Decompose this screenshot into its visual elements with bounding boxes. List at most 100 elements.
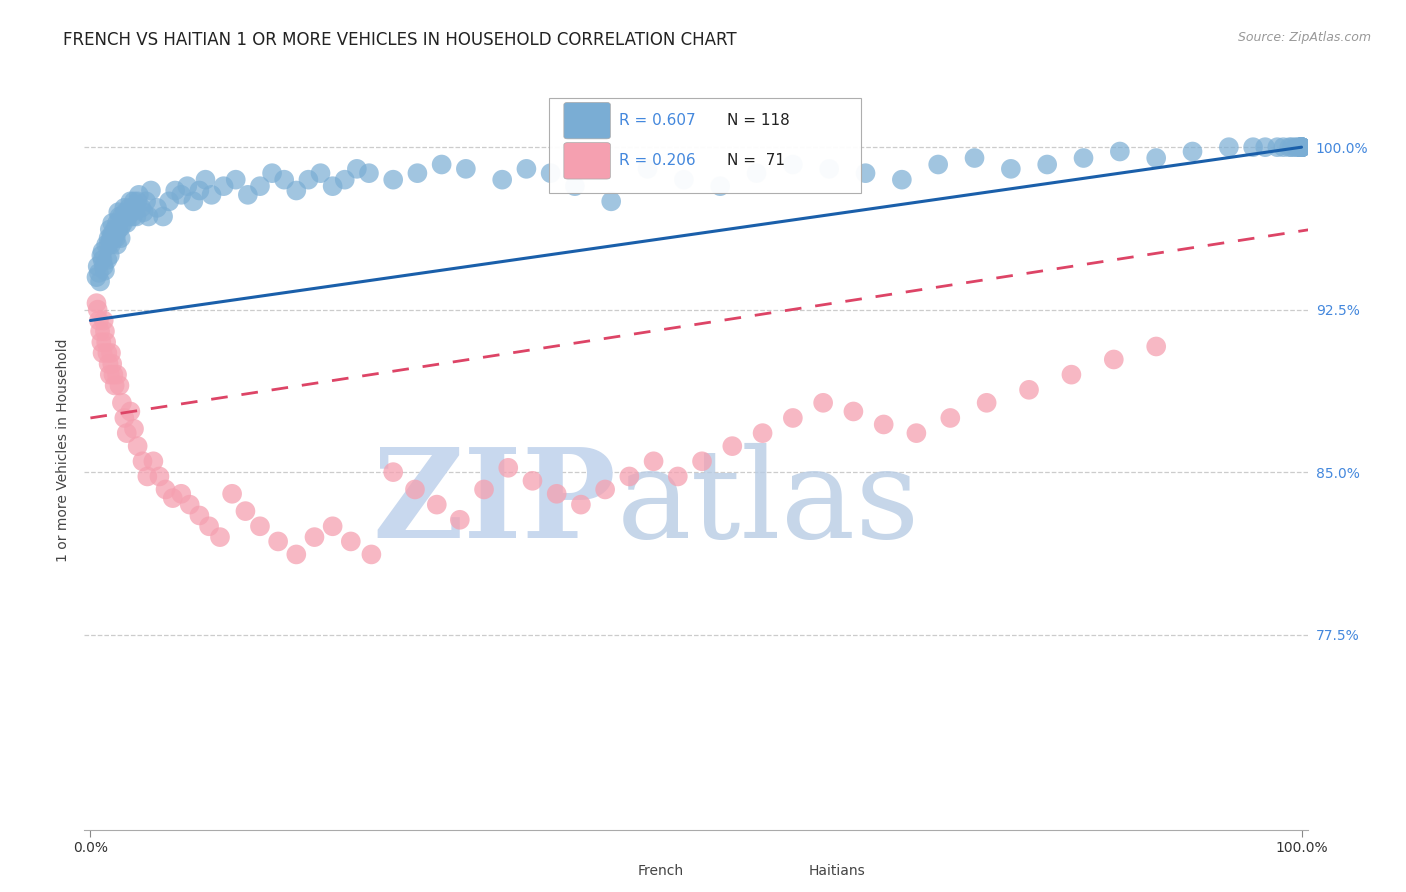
- Point: [132, 205, 155, 219]
- FancyBboxPatch shape: [564, 103, 610, 139]
- Point: [115, 426, 138, 441]
- Point: [188, 184, 211, 198]
- Point: [179, 498, 201, 512]
- Point: [569, 498, 592, 512]
- FancyBboxPatch shape: [588, 857, 630, 879]
- Point: [406, 166, 429, 180]
- Point: [1291, 140, 1313, 154]
- Point: [564, 179, 586, 194]
- Point: [91, 252, 114, 267]
- Point: [142, 454, 165, 468]
- Point: [86, 296, 108, 310]
- Point: [107, 205, 129, 219]
- Point: [188, 508, 211, 523]
- Point: [285, 548, 308, 562]
- Point: [322, 519, 344, 533]
- Point: [107, 222, 129, 236]
- Point: [97, 237, 120, 252]
- Point: [93, 313, 115, 327]
- Point: [1291, 140, 1313, 154]
- Point: [1254, 140, 1277, 154]
- Point: [963, 151, 986, 165]
- Point: [87, 313, 110, 327]
- Point: [165, 184, 187, 198]
- Point: [600, 194, 623, 209]
- Point: [114, 205, 136, 219]
- Point: [101, 357, 124, 371]
- Point: [111, 210, 134, 224]
- Point: [101, 227, 124, 241]
- Point: [1000, 161, 1022, 176]
- Point: [162, 491, 184, 505]
- Point: [86, 260, 108, 274]
- Text: French: French: [637, 864, 683, 879]
- Point: [87, 266, 110, 280]
- Point: [91, 244, 114, 259]
- Point: [1218, 140, 1240, 154]
- Point: [118, 201, 141, 215]
- Point: [1291, 140, 1313, 154]
- Point: [111, 396, 134, 410]
- Point: [108, 378, 131, 392]
- Point: [751, 426, 773, 441]
- Point: [136, 469, 159, 483]
- Point: [619, 469, 641, 483]
- Point: [100, 346, 122, 360]
- Point: [122, 422, 145, 436]
- Point: [540, 166, 562, 180]
- Point: [1291, 140, 1313, 154]
- FancyBboxPatch shape: [759, 857, 801, 879]
- Point: [1291, 140, 1313, 154]
- Point: [1241, 140, 1264, 154]
- Point: [125, 210, 148, 224]
- Point: [100, 237, 122, 252]
- Point: [112, 201, 135, 215]
- Point: [105, 216, 128, 230]
- Point: [135, 194, 157, 209]
- Point: [249, 179, 271, 194]
- Point: [198, 519, 221, 533]
- Point: [643, 454, 665, 468]
- Text: ZIP: ZIP: [373, 443, 616, 564]
- Point: [976, 396, 998, 410]
- Point: [97, 357, 120, 371]
- Point: [811, 396, 834, 410]
- Point: [842, 404, 865, 418]
- Point: [340, 534, 363, 549]
- Point: [522, 474, 544, 488]
- Point: [101, 216, 124, 230]
- Point: [183, 194, 205, 209]
- Point: [285, 184, 308, 198]
- Point: [346, 161, 368, 176]
- Point: [818, 161, 841, 176]
- Point: [449, 513, 471, 527]
- Point: [235, 504, 257, 518]
- Point: [104, 227, 127, 241]
- Point: [297, 172, 319, 186]
- Text: N = 118: N = 118: [727, 113, 789, 128]
- Point: [426, 498, 449, 512]
- Point: [104, 222, 127, 236]
- Text: atlas: atlas: [616, 443, 920, 564]
- Point: [152, 210, 174, 224]
- Point: [273, 172, 295, 186]
- Point: [304, 530, 326, 544]
- Point: [782, 411, 804, 425]
- Point: [93, 260, 115, 274]
- Point: [208, 530, 231, 544]
- Point: [905, 426, 928, 441]
- Point: [357, 166, 380, 180]
- Point: [112, 411, 135, 425]
- Point: [309, 166, 332, 180]
- Point: [94, 263, 117, 277]
- Point: [322, 179, 344, 194]
- Point: [927, 157, 949, 171]
- Point: [1073, 151, 1095, 165]
- Point: [86, 270, 108, 285]
- Point: [112, 216, 135, 230]
- Point: [103, 231, 125, 245]
- Point: [120, 404, 142, 418]
- Point: [98, 368, 121, 382]
- Point: [96, 335, 118, 350]
- Point: [382, 172, 405, 186]
